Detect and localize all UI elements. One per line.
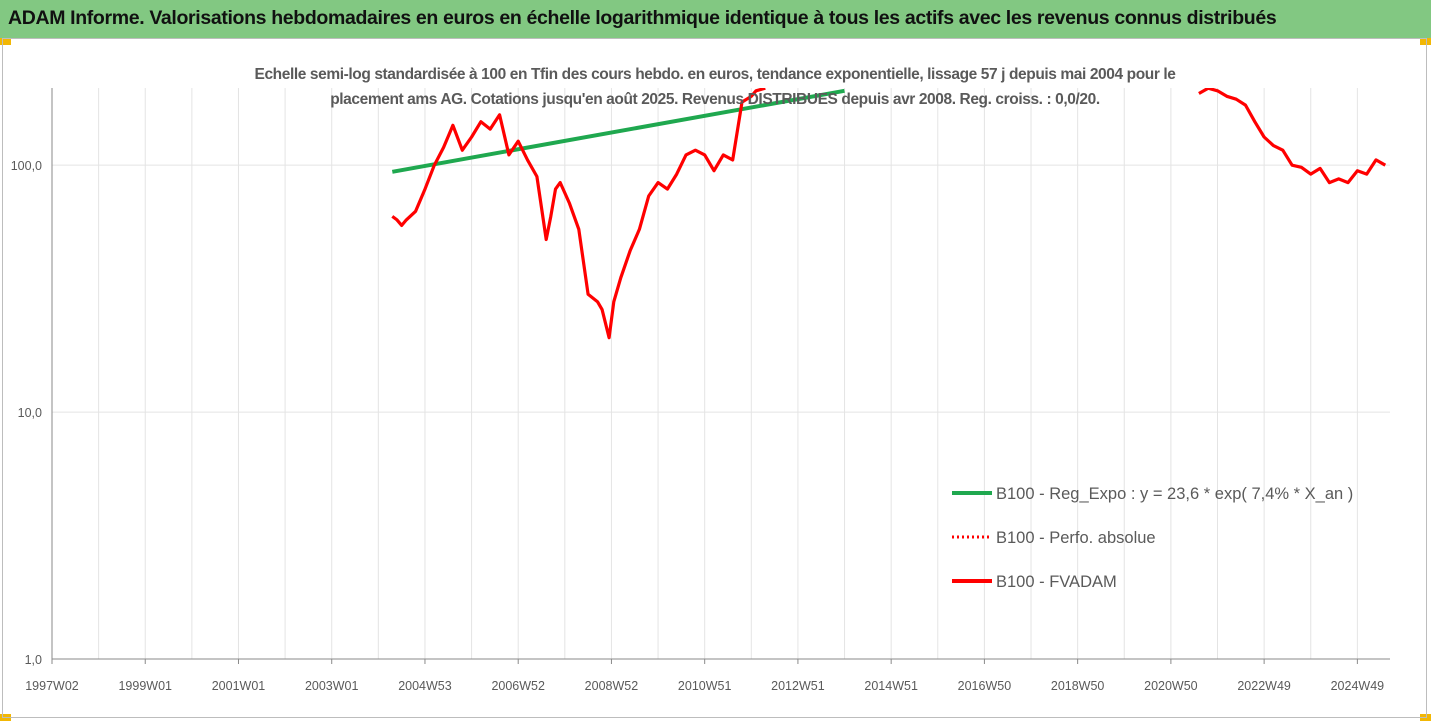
legend-label-1: B100 - Reg_Expo : y = 23,6 * exp( 7,4% *… (996, 485, 1353, 503)
page-title: ADAM Informe. Valorisations hebdomadaire… (8, 7, 1277, 29)
x-tick-label: 2008W52 (585, 679, 639, 693)
series-fvadam-line-1 (391, 88, 766, 340)
legend[interactable]: B100 - Reg_Expo : y = 23,6 * exp( 7,4% *… (952, 485, 1353, 591)
x-tick-label: 2022W49 (1237, 679, 1291, 693)
x-tick-label: 2003W01 (305, 679, 359, 693)
chart-subtitle-line-1: Echelle semi-log standardisée à 100 en T… (254, 66, 1176, 83)
x-tick-label: 1999W01 (118, 679, 172, 693)
x-tick-label: 2016W50 (958, 679, 1012, 693)
x-tick-label: 1997W02 (25, 679, 79, 693)
x-tick-label: 2001W01 (212, 679, 266, 693)
x-tick-label: 2012W51 (771, 679, 825, 693)
corner-marker-top-left (0, 38, 11, 45)
y-tick-label: 10,0 (18, 406, 42, 420)
x-tick-label: 2014W51 (864, 679, 918, 693)
x-tick-label: 2018W50 (1051, 679, 1105, 693)
header-bar: ADAM Informe. Valorisations hebdomadaire… (0, 0, 1431, 39)
x-tick-label: 2004W53 (398, 679, 452, 693)
y-tick-label: 1,0 (25, 653, 42, 667)
chart-subtitle: Echelle semi-log standardisée à 100 en T… (200, 62, 1230, 112)
y-tick-label: 100,0 (11, 159, 42, 173)
legend-label-3: B100 - FVADAM (996, 573, 1117, 591)
chart-subtitle-line-2: placement ams AG. Cotations jusqu'en aoû… (330, 91, 1100, 108)
x-tick-label: 2024W49 (1331, 679, 1385, 693)
x-tick-label: 2010W51 (678, 679, 732, 693)
corner-marker-top-right (1420, 38, 1431, 45)
x-tick-label: 2006W52 (491, 679, 545, 693)
axes: 100,0 10,0 1,0 1997W02 1999W01 2001W01 2003W01… (11, 88, 1390, 693)
series-regression-line (391, 88, 845, 174)
chart-frame (2, 38, 1427, 718)
gridlines (52, 88, 1390, 660)
series-fvadam-line-2 (1198, 88, 1387, 185)
series (391, 88, 1387, 340)
legend-label-2: B100 - Perfo. absolue (996, 529, 1156, 547)
x-tick-label: 2020W50 (1144, 679, 1198, 693)
